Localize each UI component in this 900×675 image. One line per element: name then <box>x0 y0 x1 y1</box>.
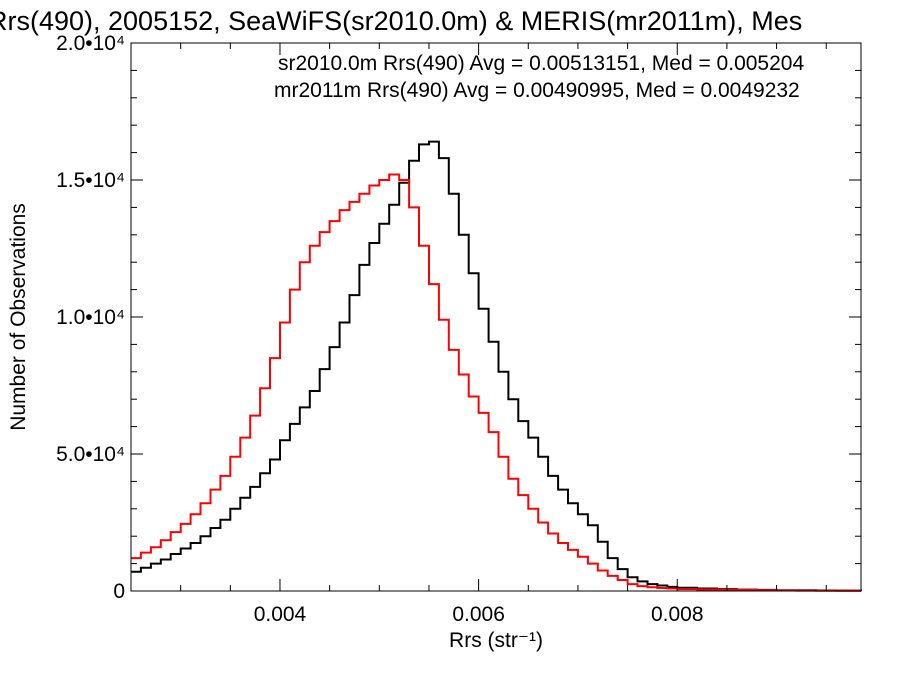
y-tick-label: 2.0•10⁴ <box>56 32 125 55</box>
x-tick-labels: 0.004 0.006 0.008 <box>254 603 704 626</box>
stats-annotation-sr2010: sr2010.0m Rrs(490) Avg = 0.00513151, Med… <box>278 52 804 75</box>
chart-title: Rrs(490), 2005152, SeaWiFS(sr2010.0m) & … <box>0 6 802 36</box>
y-tick-label: 5.0•10⁴ <box>56 443 125 466</box>
series-layer <box>131 140 862 592</box>
tick-marks <box>130 42 861 592</box>
stats-annotation-mr2011: mr2011m Rrs(490) Avg = 0.00490995, Med =… <box>274 79 800 102</box>
y-axis-label: Number of Observations <box>7 203 30 431</box>
y-tick-label: 0 <box>113 580 125 603</box>
y-tick-labels: 0 5.0•10⁴ 1.0•10⁴ 1.5•10⁴ 2.0•10⁴ <box>56 32 125 603</box>
series-line-sr2010.0m <box>131 140 862 592</box>
series-line-mr2011m <box>131 173 862 592</box>
x-tick-label: 0.006 <box>452 603 505 626</box>
x-tick-label: 0.004 <box>254 603 307 626</box>
y-tick-label: 1.5•10⁴ <box>56 169 125 192</box>
y-tick-label: 1.0•10⁴ <box>56 306 125 329</box>
x-tick-label: 0.008 <box>651 603 704 626</box>
plot-area <box>130 42 862 592</box>
x-axis-label: Rrs (str⁻¹) <box>449 629 543 652</box>
